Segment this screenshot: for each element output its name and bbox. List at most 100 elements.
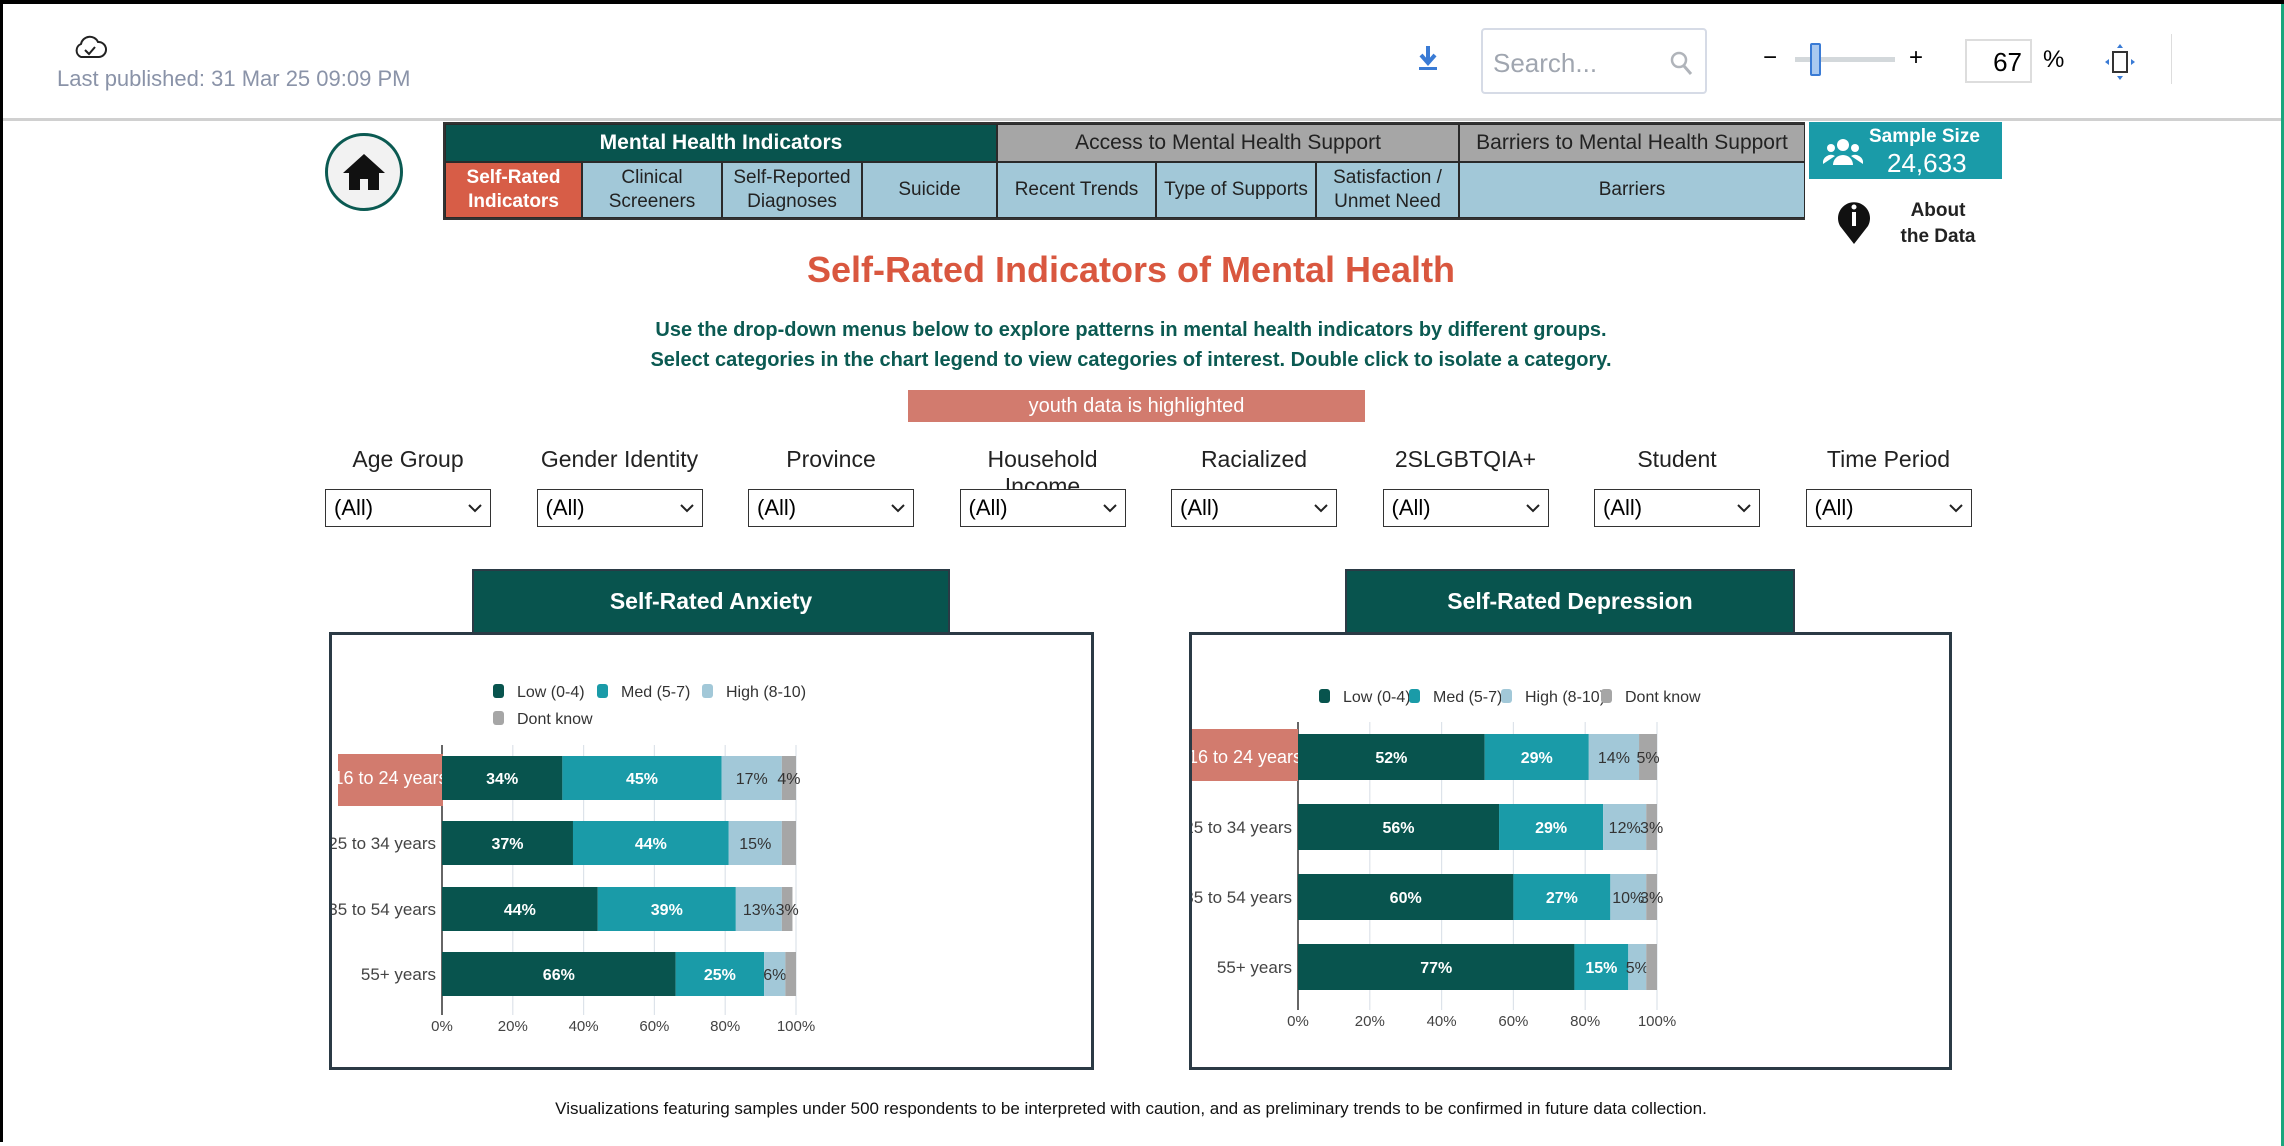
zoom-out-button[interactable]: − (1763, 44, 1778, 71)
bar-segment[interactable] (1628, 944, 1647, 990)
legend-label[interactable]: High (8-10) (1525, 689, 1605, 706)
bar-segment[interactable] (1610, 874, 1647, 920)
bar-segment[interactable] (442, 887, 598, 931)
zoom-slider[interactable] (1795, 43, 1895, 76)
zoom-slider-thumb[interactable] (1810, 43, 1821, 76)
bar-segment[interactable] (785, 952, 796, 996)
legend-swatch[interactable] (1409, 689, 1420, 703)
tab-recent-trends[interactable]: Recent Trends (997, 162, 1156, 218)
about-the-data-link[interactable]: About the Data (1883, 198, 1993, 250)
bar-segment[interactable] (781, 756, 796, 800)
legend-swatch[interactable] (597, 684, 608, 698)
search-icon[interactable] (1669, 50, 1693, 76)
filter-dropdown[interactable]: (All) (1382, 489, 1549, 527)
legend-swatch[interactable] (493, 684, 504, 698)
bar-segment[interactable] (781, 887, 793, 931)
data-label: 34% (486, 771, 518, 788)
bar-segment[interactable] (1646, 874, 1657, 920)
bar-segment[interactable] (1639, 734, 1657, 780)
filter-dropdown[interactable]: (All) (1594, 489, 1760, 527)
x-tick-label: 40% (1427, 1013, 1457, 1030)
nav-group-barriers[interactable]: Barriers to Mental Health Support (1459, 124, 1805, 162)
nav-group-access[interactable]: Access to Mental Health Support (997, 124, 1459, 162)
legend-label[interactable]: Low (0-4) (517, 684, 585, 701)
legend-swatch[interactable] (1601, 689, 1612, 703)
youth-highlight-banner: youth data is highlighted (908, 390, 1365, 422)
tab-suicide[interactable]: Suicide (862, 162, 997, 218)
legend-label[interactable]: Med (5-7) (1433, 689, 1502, 706)
filter-dropdown[interactable]: (All) (325, 489, 491, 527)
bar-segment[interactable] (442, 821, 573, 865)
bar-segment[interactable] (1298, 874, 1514, 920)
bar-segment[interactable] (1588, 734, 1640, 780)
instructions-line1: Use the drop-down menus below to explore… (655, 319, 1607, 341)
bar-segment[interactable] (442, 952, 676, 996)
depression-chart-svg: 0% 20% 40% 60% 80% 100% Low (0-4) Med (5-7) High… (1184, 689, 1701, 1030)
legend-label[interactable]: Dont know (517, 711, 593, 728)
filter-label: Age Group (352, 446, 464, 472)
search-input[interactable]: Search... (1481, 28, 1707, 94)
bar-segment[interactable] (781, 821, 796, 865)
anxiety-chart: 0% 20% 40% 60% 80% 100% Low (0-4) Med (5-7) High… (328, 632, 1094, 1070)
bar-segment[interactable] (1499, 804, 1604, 850)
legend-swatch[interactable] (1319, 689, 1330, 703)
bar-segment[interactable] (1646, 944, 1657, 990)
anxiety-chart-title: Self-Rated Anxiety (472, 569, 950, 632)
bar-segment[interactable] (572, 821, 729, 865)
info-pin-icon[interactable] (1835, 198, 1873, 246)
tab-barriers[interactable]: Barriers (1459, 162, 1805, 218)
tab-self-rated-indicators[interactable]: Self-Rated Indicators (445, 162, 582, 218)
bar-segment[interactable] (1298, 734, 1485, 780)
highlighted-category-box (1192, 729, 1298, 781)
filter-dropdown[interactable]: (All) (1171, 489, 1337, 527)
legend-label[interactable]: Dont know (1625, 689, 1701, 706)
legend-swatch[interactable] (702, 684, 713, 698)
data-label: 4% (777, 771, 800, 788)
chevron-down-icon (1737, 503, 1751, 512)
legend-label[interactable]: Med (5-7) (621, 684, 690, 701)
bar-segment[interactable] (562, 756, 722, 800)
filter-dropdown[interactable]: (All) (959, 489, 1126, 527)
bar-segment[interactable] (1574, 944, 1629, 990)
data-label: 56% (1383, 820, 1415, 837)
data-label: 39% (651, 902, 683, 919)
zoom-value-input[interactable]: 67 (1965, 39, 2032, 83)
home-button[interactable] (325, 133, 403, 211)
filter-label: Province (786, 446, 876, 472)
bar-segment[interactable] (1646, 804, 1657, 850)
tab-clinical-screeners[interactable]: Clinical Screeners (582, 162, 722, 218)
bar-segment[interactable] (675, 952, 765, 996)
bar-segment[interactable] (1603, 804, 1647, 850)
filter-dropdown[interactable]: (All) (748, 489, 914, 527)
chevron-down-icon (1102, 503, 1117, 512)
data-label: 37% (491, 836, 523, 853)
nav-group-mental-health[interactable]: Mental Health Indicators (445, 124, 997, 162)
bar-segment[interactable] (735, 887, 782, 931)
tab-satisfaction-unmet-need[interactable]: Satisfaction / Unmet Need (1316, 162, 1459, 218)
bar-segment[interactable] (442, 756, 563, 800)
bar-segment[interactable] (1298, 944, 1575, 990)
data-label: 15% (1585, 960, 1617, 977)
bar-segment[interactable] (1298, 804, 1500, 850)
bar-segment[interactable] (1484, 734, 1589, 780)
bar-segment[interactable] (764, 952, 786, 996)
tab-self-reported-diagnoses[interactable]: Self-Reported Diagnoses (722, 162, 862, 218)
filter-dropdown[interactable]: (All) (1805, 489, 1972, 527)
download-icon[interactable] (1417, 44, 1439, 72)
legend-label[interactable]: Low (0-4) (1343, 689, 1411, 706)
legend-swatch[interactable] (493, 711, 504, 725)
bar-segment[interactable] (728, 821, 782, 865)
x-tick-label: 0% (1287, 1013, 1309, 1030)
data-label: 3% (1640, 820, 1663, 837)
zoom-in-button[interactable]: + (1909, 44, 1924, 71)
data-label: 6% (763, 967, 786, 984)
legend-swatch[interactable] (1501, 689, 1512, 703)
bar-segment[interactable] (721, 756, 782, 800)
bar-segment[interactable] (1513, 874, 1611, 920)
tab-type-of-supports[interactable]: Type of Supports (1156, 162, 1316, 218)
fit-to-screen-icon[interactable] (2103, 42, 2137, 82)
legend-label[interactable]: High (8-10) (726, 684, 806, 701)
bar-segment[interactable] (597, 887, 736, 931)
toolbar-divider (2171, 34, 2172, 84)
filter-dropdown[interactable]: (All) (536, 489, 703, 527)
